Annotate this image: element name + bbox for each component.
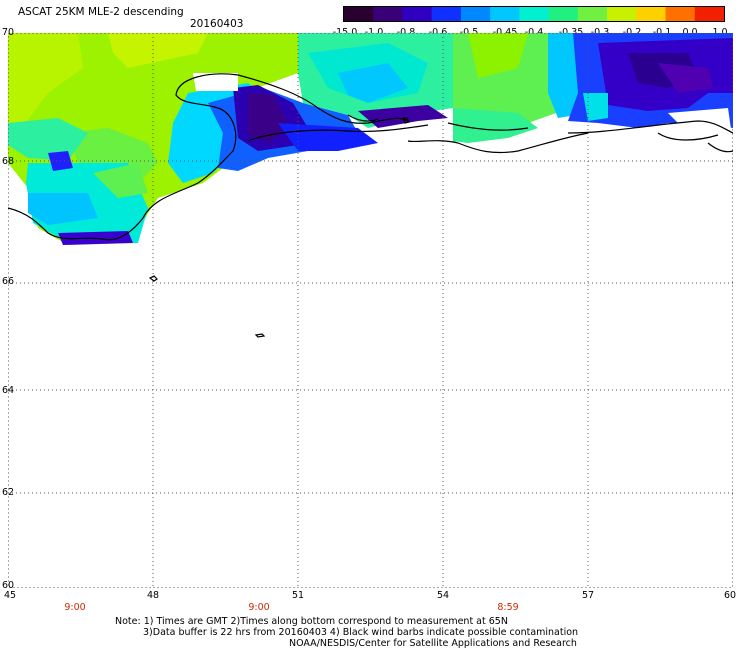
swath-region: [93, 163, 148, 198]
longitude-label: 57: [581, 590, 595, 601]
map-panel: [8, 33, 733, 588]
map-date: 20160403: [190, 18, 244, 30]
swath-region: [358, 105, 448, 128]
color-scale-label: -0.4: [524, 27, 544, 38]
coastline-path: [657, 132, 719, 141]
latitude-label: 66: [2, 276, 15, 287]
color-scale-label: 0.0: [682, 27, 698, 38]
swath-region: [453, 108, 538, 143]
coastline-path: [347, 114, 379, 122]
latitude-label: 64: [2, 385, 15, 396]
color-scale-label: -0.35: [558, 27, 584, 38]
swath-region: [248, 93, 288, 143]
swath-region: [278, 123, 378, 151]
swath-region: [108, 33, 208, 68]
time-label: 8:59: [497, 602, 519, 613]
swath-region: [583, 93, 608, 121]
longitude-label: 51: [291, 590, 305, 601]
map-gridlines: [8, 33, 733, 588]
color-scale-bar: [343, 6, 725, 22]
color-scale-border: [343, 6, 725, 22]
time-label: 9:00: [248, 602, 270, 613]
coastline-path: [447, 122, 529, 131]
color-scale-swatch: [519, 7, 550, 21]
swath-region: [8, 33, 83, 138]
wind-swath: [8, 33, 733, 245]
color-scale-swatch: [460, 7, 491, 21]
color-scale-swatch: [665, 7, 696, 21]
coastline: [8, 73, 733, 338]
coastline-path: [567, 120, 733, 134]
coastline-path: [707, 142, 733, 153]
longitude-label: 54: [436, 590, 450, 601]
map-border: [8, 33, 733, 588]
note-line-2: 3)Data buffer is 22 hrs from 20160403 4)…: [143, 627, 579, 638]
coastline-path: [8, 73, 409, 241]
color-scale-label: -15.0: [332, 27, 358, 38]
color-scale-swatch: [373, 7, 403, 21]
latitude-label: 62: [2, 487, 15, 498]
swath-region: [468, 33, 528, 78]
color-scale-swatch: [694, 7, 725, 21]
color-scale-label: -0.3: [590, 27, 610, 38]
color-scale-label: -0.8: [396, 27, 416, 38]
island-outline: [254, 333, 266, 338]
color-scale-label: -0.5: [459, 27, 479, 38]
color-scale-label: -0.45: [492, 27, 518, 38]
color-scale-label: -0.1: [652, 27, 672, 38]
note-line-1: Note: 1) Times are GMT 2)Times along bot…: [115, 616, 508, 627]
swath-region: [338, 63, 408, 103]
color-scale-swatch: [402, 7, 433, 21]
coastline-path: [407, 132, 589, 154]
color-scale-swatch: [431, 7, 462, 21]
color-scale-label: -0.2: [622, 27, 642, 38]
color-scale-swatch: [344, 7, 374, 21]
latitude-label: 60: [2, 580, 15, 591]
color-scale-label: -1.0: [364, 27, 384, 38]
longitude-label: 48: [146, 590, 160, 601]
masked-area: [193, 73, 238, 91]
color-scale-swatch: [548, 7, 579, 21]
swath-region: [658, 63, 713, 93]
color-scale-swatch: [607, 7, 637, 21]
longitude-label: 45: [3, 590, 17, 601]
color-scale-label: 1.0: [712, 27, 728, 38]
color-scale-swatch: [577, 7, 608, 21]
coastline-path: [247, 124, 429, 142]
swath-region: [28, 193, 98, 225]
latitude-label: 68: [2, 156, 15, 167]
island-outline: [148, 275, 158, 282]
island-outline: [402, 117, 410, 124]
color-scale-swatch: [490, 7, 520, 21]
color-scale-swatch: [636, 7, 667, 21]
swath-region: [8, 118, 88, 161]
note-line-3: NOAA/NESDIS/Center for Satellite Applica…: [289, 638, 577, 649]
time-label: 9:00: [64, 602, 86, 613]
latitude-label: 70: [2, 27, 15, 38]
color-scale-label: -0.6: [428, 27, 448, 38]
longitude-label: 60: [723, 590, 737, 601]
map-title: ASCAT 25KM MLE-2 descending: [18, 6, 184, 18]
